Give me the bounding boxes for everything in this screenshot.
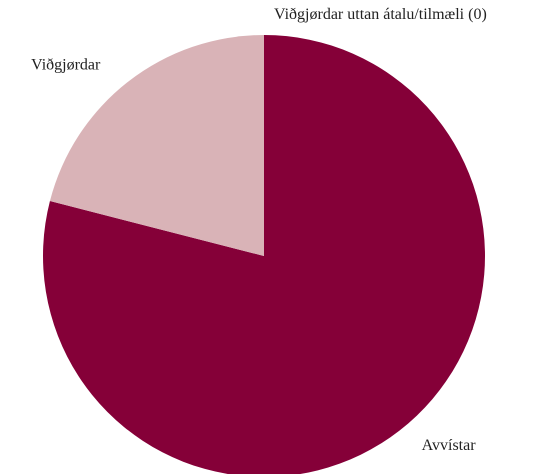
pie-slice xyxy=(43,35,485,474)
slice-label: Viðgjørdar xyxy=(31,56,101,73)
slice-label: Avvístar xyxy=(422,437,477,454)
slice-label: Viðgjørdar uttan átalu/tilmæli (0) xyxy=(274,6,487,23)
pie-slice xyxy=(49,35,265,256)
